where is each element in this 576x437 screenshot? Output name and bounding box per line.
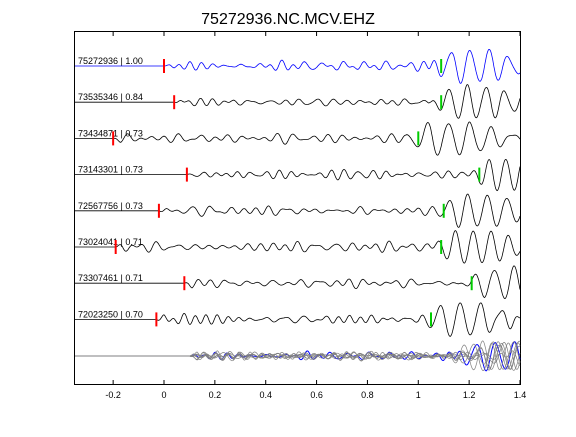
x-axis: -0.2 0 0.2 0.4 0.6 0.8 1 1.2 1.4	[105, 32, 526, 400]
x-tick-label: 1.2	[463, 390, 476, 400]
x-tick-label: 0.4	[259, 390, 272, 400]
x-tick-label: 1	[416, 390, 421, 400]
x-tick-label: -0.2	[105, 390, 121, 400]
trace-line	[75, 193, 521, 228]
trace-line	[75, 230, 521, 264]
trace-label: 73307461 | 0.71	[78, 273, 143, 283]
x-tick-label: 0.6	[310, 390, 323, 400]
stack-trace	[75, 341, 521, 371]
trace-line	[75, 265, 521, 300]
trace-group: 75272936 | 1.00 73535346 | 0.84 73434871 |…	[75, 49, 521, 337]
trace-label: 72023250 | 0.70	[78, 309, 143, 319]
x-tick-label: 1.4	[514, 390, 527, 400]
trace-line	[75, 121, 521, 156]
trace-line	[75, 302, 521, 337]
trace-label: 73143301 | 0.73	[78, 165, 143, 175]
trace-line	[75, 158, 521, 192]
x-tick-label: 0	[161, 390, 166, 400]
reference-trace	[75, 49, 521, 84]
trace-label: 72567756 | 0.73	[78, 201, 143, 211]
trace-label: 73024041 | 0.71	[78, 237, 143, 247]
trace-line	[75, 84, 521, 119]
trace-label: 73535346 | 0.84	[78, 92, 143, 102]
chart-title: 75272936.NC.MCV.EHZ	[201, 11, 375, 28]
trace-label: 75272936 | 1.00	[78, 56, 143, 66]
plot-frame	[74, 31, 521, 385]
trace-label: 73434871 | 0.73	[78, 128, 143, 138]
stack-overlay	[75, 340, 521, 372]
x-tick-label: 0.8	[361, 390, 374, 400]
x-tick-label: 0.2	[209, 390, 222, 400]
